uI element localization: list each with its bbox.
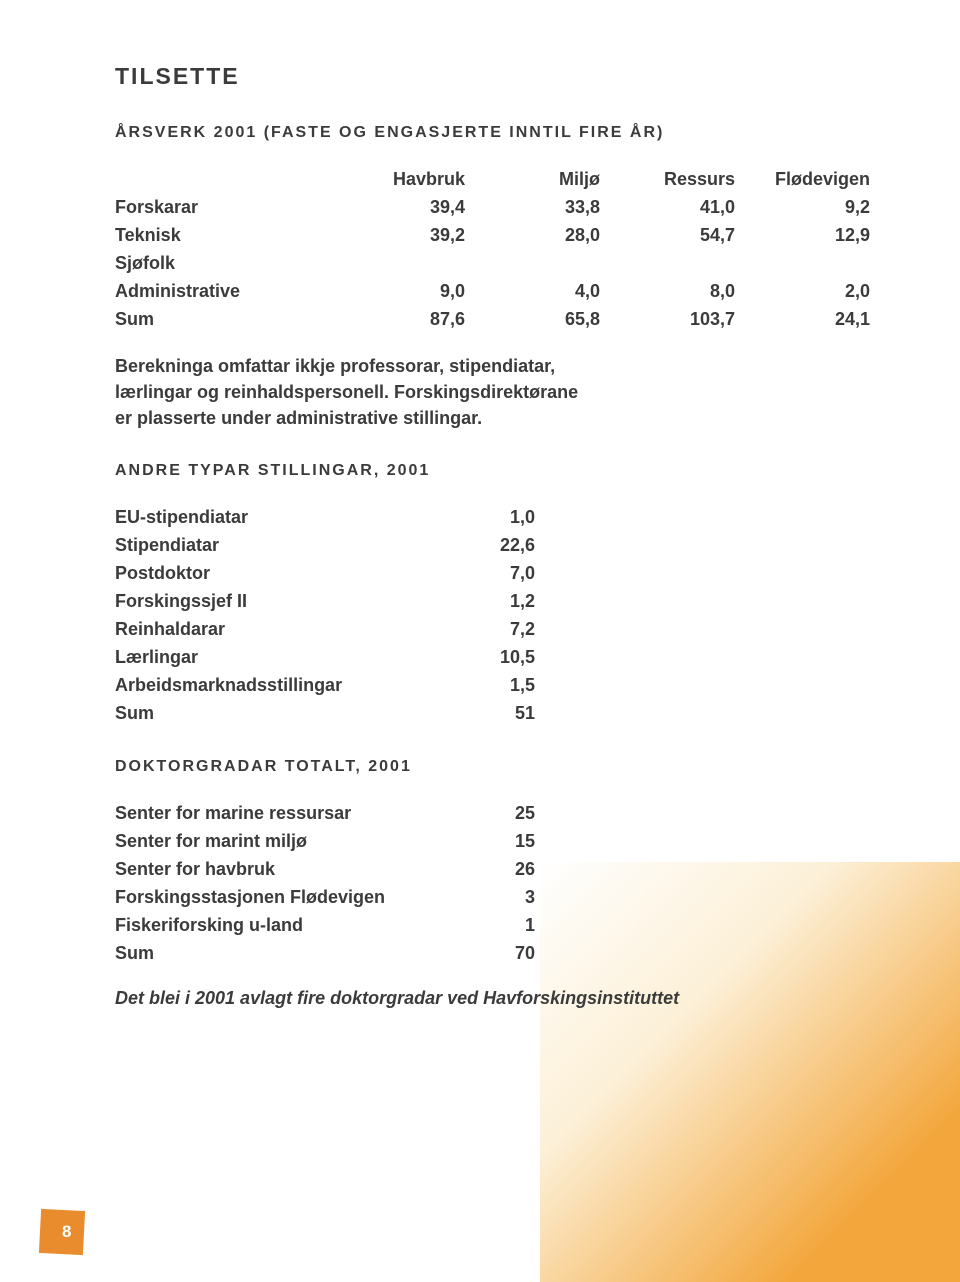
cell: Administrative <box>115 277 330 305</box>
cell: 1,0 <box>465 503 535 531</box>
note-paragraph: Berekninga omfattar ikkje professorar, s… <box>115 353 890 431</box>
table-row: Forskingsstasjonen Flødevigen3 <box>115 883 535 911</box>
table-row: Arbeidsmarknadsstillingar1,5 <box>115 671 535 699</box>
cell: 26 <box>465 855 535 883</box>
cell: 39,2 <box>330 221 465 249</box>
cell: Forskarar <box>115 193 330 221</box>
table-row: Sum 87,6 65,8 103,7 24,1 <box>115 305 870 333</box>
cell: 51 <box>465 699 535 727</box>
table-row: Forskarar 39,4 33,8 41,0 9,2 <box>115 193 870 221</box>
table-row: Fiskeriforsking u-land1 <box>115 911 535 939</box>
table-row: Reinhaldarar7,2 <box>115 615 535 643</box>
table-row: Senter for marine ressursar25 <box>115 799 535 827</box>
table3: Senter for marine ressursar25 Senter for… <box>115 799 535 968</box>
cell: 33,8 <box>465 193 600 221</box>
page-number: 8 <box>62 1222 71 1242</box>
table2: EU-stipendiatar1,0 Stipendiatar22,6 Post… <box>115 503 535 728</box>
cell: 1,2 <box>465 587 535 615</box>
cell: Flødevigen <box>735 165 870 193</box>
cell: 8,0 <box>600 277 735 305</box>
cell: 7,0 <box>465 559 535 587</box>
cell: 9,0 <box>330 277 465 305</box>
cell: 22,6 <box>465 531 535 559</box>
cell: 15 <box>465 827 535 855</box>
table-row: Postdoktor7,0 <box>115 559 535 587</box>
cell: EU-stipendiatar <box>115 503 465 531</box>
cell: Ressurs <box>600 165 735 193</box>
cell: Sum <box>115 305 330 333</box>
table-row: Sjøfolk <box>115 249 870 277</box>
cell: 24,1 <box>735 305 870 333</box>
table1-title: ÅRSVERK 2001 (FASTE OG ENGASJERTE INNTIL… <box>115 121 890 144</box>
cell: 39,4 <box>330 193 465 221</box>
cell: 9,2 <box>735 193 870 221</box>
note-line: lærlingar og reinhaldspersonell. Forskin… <box>115 379 890 405</box>
table-row: Administrative 9,0 4,0 8,0 2,0 <box>115 277 870 305</box>
cell: Sum <box>115 699 465 727</box>
cell: Senter for havbruk <box>115 855 465 883</box>
cell: Reinhaldarar <box>115 615 465 643</box>
cell: 25 <box>465 799 535 827</box>
cell: Sum <box>115 939 465 967</box>
cell <box>330 249 465 277</box>
table-row: Senter for marint miljø15 <box>115 827 535 855</box>
cell: Forskingsstasjonen Flødevigen <box>115 883 465 911</box>
cell: 10,5 <box>465 643 535 671</box>
note-line: er plasserte under administrative stilli… <box>115 405 890 431</box>
cell: 65,8 <box>465 305 600 333</box>
cell: 4,0 <box>465 277 600 305</box>
cell: Havbruk <box>330 165 465 193</box>
cell: 1 <box>465 911 535 939</box>
cell: 1,5 <box>465 671 535 699</box>
cell: Postdoktor <box>115 559 465 587</box>
cell: Sjøfolk <box>115 249 330 277</box>
cell: Stipendiatar <box>115 531 465 559</box>
table-row: Forskingssjef II1,2 <box>115 587 535 615</box>
cell: 3 <box>465 883 535 911</box>
table2-title: ANDRE TYPAR STILLINGAR, 2001 <box>115 459 890 482</box>
cell: Forskingssjef II <box>115 587 465 615</box>
table-row: Havbruk Miljø Ressurs Flødevigen <box>115 165 870 193</box>
cell: 7,2 <box>465 615 535 643</box>
cell <box>735 249 870 277</box>
cell: 70 <box>465 939 535 967</box>
table-row: Stipendiatar22,6 <box>115 531 535 559</box>
table-row: Teknisk 39,2 28,0 54,7 12,9 <box>115 221 870 249</box>
cell: 87,6 <box>330 305 465 333</box>
cell: Fiskeriforsking u-land <box>115 911 465 939</box>
cell: Miljø <box>465 165 600 193</box>
cell: Senter for marint miljø <box>115 827 465 855</box>
table-row: Sum70 <box>115 939 535 967</box>
cell <box>115 165 330 193</box>
table-row: Senter for havbruk26 <box>115 855 535 883</box>
page-content: TILSETTE ÅRSVERK 2001 (FASTE OG ENGASJER… <box>0 0 960 1282</box>
table-row: Lærlingar10,5 <box>115 643 535 671</box>
table-row: EU-stipendiatar1,0 <box>115 503 535 531</box>
cell: Senter for marine ressursar <box>115 799 465 827</box>
cell <box>465 249 600 277</box>
cell <box>600 249 735 277</box>
page-title: TILSETTE <box>115 60 890 93</box>
cell: Arbeidsmarknadsstillingar <box>115 671 465 699</box>
cell: Lærlingar <box>115 643 465 671</box>
footnote: Det blei i 2001 avlagt fire doktorgradar… <box>115 985 890 1011</box>
note-line: Berekninga omfattar ikkje professorar, s… <box>115 353 890 379</box>
table3-title: DOKTORGRADAR TOTALT, 2001 <box>115 755 890 778</box>
cell: Teknisk <box>115 221 330 249</box>
table-row: Sum51 <box>115 699 535 727</box>
cell: 54,7 <box>600 221 735 249</box>
cell: 2,0 <box>735 277 870 305</box>
cell: 103,7 <box>600 305 735 333</box>
table1: Havbruk Miljø Ressurs Flødevigen Forskar… <box>115 165 870 334</box>
cell: 28,0 <box>465 221 600 249</box>
cell: 12,9 <box>735 221 870 249</box>
cell: 41,0 <box>600 193 735 221</box>
